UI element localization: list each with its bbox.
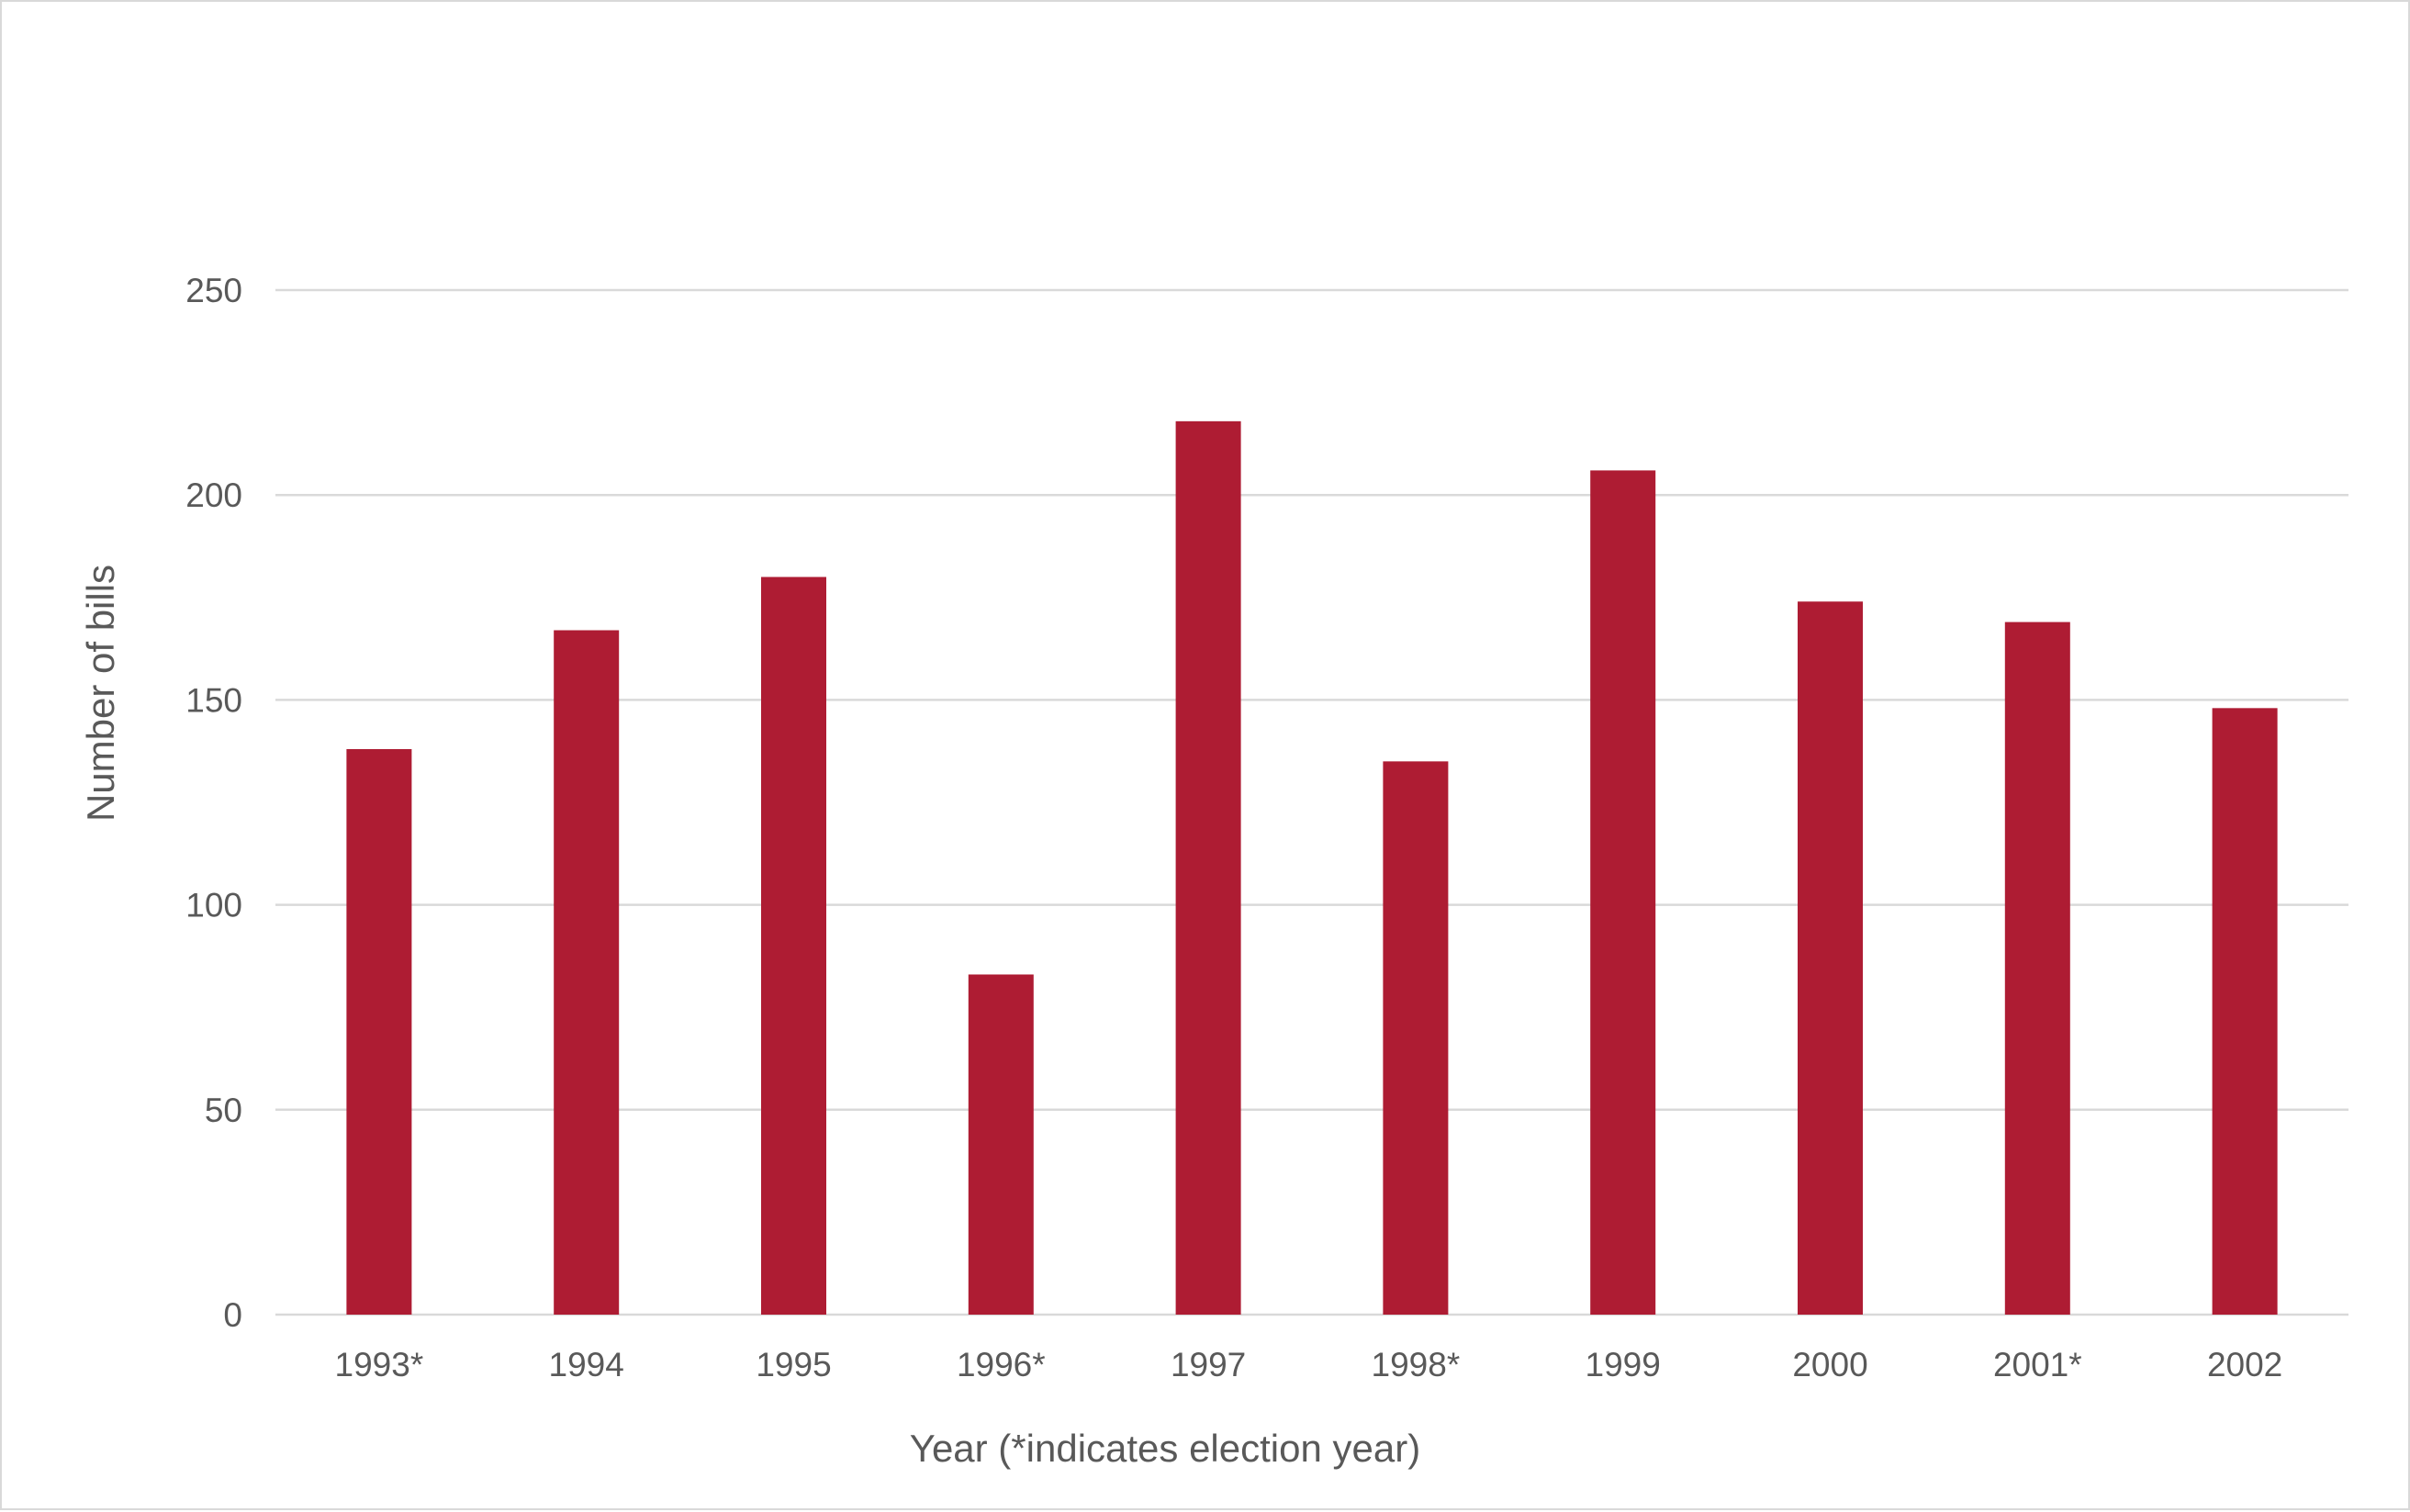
x-tick-label: 1998* — [1372, 1346, 1461, 1383]
bar — [1383, 761, 1449, 1315]
bar — [554, 630, 620, 1315]
y-tick-label: 100 — [185, 887, 242, 924]
y-tick-label: 250 — [185, 272, 242, 309]
x-tick-labels: 1993* 1994 1995 1996* 1997 1998* 1999 2000 2001*… — [335, 1346, 2283, 1383]
y-tick-label: 50 — [205, 1092, 242, 1129]
bar — [2004, 622, 2070, 1315]
x-tick-label: 2000 — [1792, 1346, 1867, 1383]
bar — [761, 577, 826, 1315]
x-tick-label: 2002 — [2207, 1346, 2282, 1383]
gridlines — [275, 288, 2348, 1316]
bar — [346, 748, 412, 1315]
x-tick-label: 1995 — [756, 1346, 831, 1383]
bar — [2212, 708, 2278, 1315]
bar — [1590, 470, 1656, 1315]
x-tick-label: 2001* — [1993, 1346, 2082, 1383]
bar — [1175, 420, 1241, 1315]
y-tick-label: 0 — [223, 1296, 242, 1334]
y-tick-label: 150 — [185, 681, 242, 719]
bar — [968, 974, 1034, 1315]
x-tick-label: 1999 — [1586, 1346, 1661, 1383]
x-tick-label: 1993* — [335, 1346, 424, 1383]
x-tick-label: 1997 — [1171, 1346, 1246, 1383]
y-axis-title: Number of bills — [79, 565, 122, 822]
x-tick-label: 1994 — [549, 1346, 624, 1383]
x-axis-title: Year (*indicates election year) — [910, 1427, 1420, 1470]
y-tick-label: 200 — [185, 476, 242, 514]
bars — [346, 420, 2278, 1315]
y-tick-labels: 0 50 100 150 200 250 — [185, 272, 242, 1334]
bar — [1798, 601, 1863, 1315]
x-tick-label: 1996* — [957, 1346, 1046, 1383]
